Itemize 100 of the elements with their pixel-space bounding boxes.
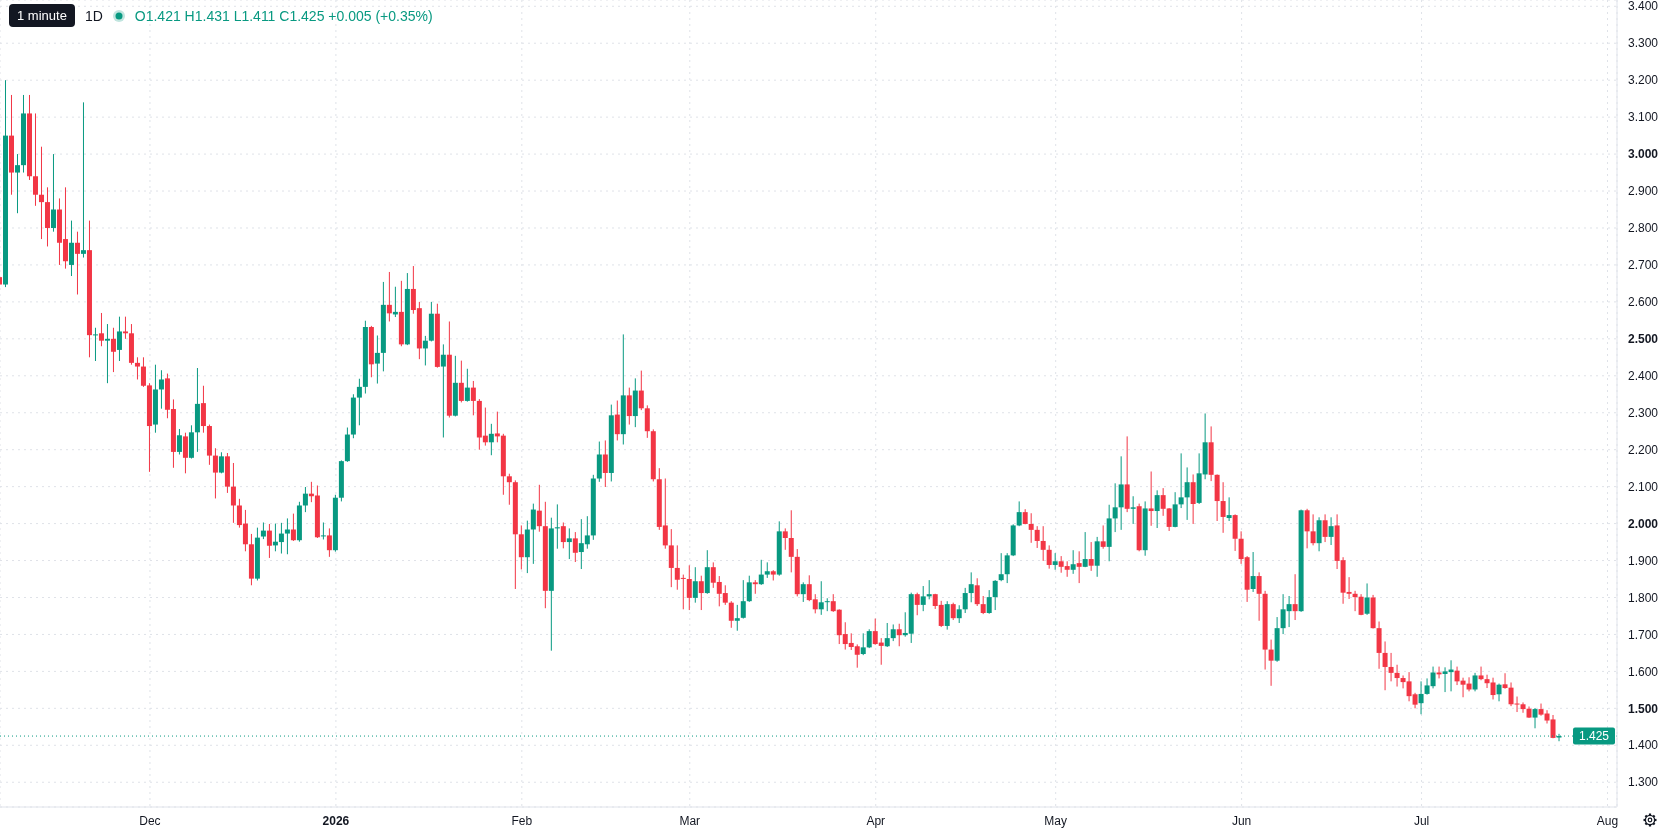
candlestick	[1178, 452, 1184, 509]
candlestick	[50, 153, 56, 233]
candlestick	[1112, 482, 1118, 533]
candlestick	[866, 628, 872, 649]
candlestick	[824, 597, 830, 612]
candlestick	[1004, 552, 1010, 584]
candlestick	[998, 552, 1004, 582]
candlestick	[374, 335, 380, 385]
candlestick	[464, 368, 470, 403]
candlestick	[284, 517, 290, 555]
candlestick	[536, 484, 542, 533]
candlestick	[1172, 491, 1178, 528]
candlestick	[818, 580, 824, 616]
candlestick	[992, 579, 998, 611]
candlestick	[980, 595, 986, 615]
candlestick	[1154, 489, 1160, 529]
candlestick	[626, 387, 632, 426]
x-tick-label: Jun	[1231, 813, 1252, 828]
candlestick	[518, 524, 524, 570]
candlestick	[572, 531, 578, 563]
candlestick	[458, 360, 464, 403]
candlestick	[944, 600, 950, 631]
candlestick	[962, 587, 968, 614]
candlestick	[80, 101, 86, 259]
candlestick	[692, 566, 698, 604]
x-tick-label: Feb	[511, 813, 533, 828]
candlestick	[1478, 666, 1484, 681]
x-tick-label: Apr	[866, 813, 886, 828]
candlestick	[506, 473, 512, 506]
candlestick	[638, 370, 644, 411]
x-tick-label: Dec	[139, 813, 161, 828]
candlestick	[176, 428, 182, 455]
candlestick	[1184, 466, 1190, 521]
candlestick	[698, 575, 704, 611]
candlestick	[98, 312, 104, 347]
candlestick	[110, 327, 116, 373]
candlestick	[182, 432, 188, 474]
y-tick-label: 2.900	[1628, 184, 1659, 199]
candlestick	[1394, 664, 1400, 688]
candlestick	[1226, 496, 1232, 522]
candlestick	[386, 271, 392, 322]
candlestick	[1304, 508, 1310, 549]
x-tick-label: May	[1044, 813, 1068, 828]
candlestick	[122, 316, 128, 340]
candlestick	[644, 404, 650, 439]
candlestick	[896, 623, 902, 647]
y-tick-label: 2.100	[1628, 479, 1659, 494]
candlestick	[15, 153, 20, 214]
candlestick	[560, 521, 566, 549]
x-tick-label: Aug	[1596, 813, 1619, 828]
candlestick	[1472, 672, 1478, 692]
y-tick-label: 2.600	[1628, 295, 1659, 310]
candlestick	[326, 527, 332, 558]
candlestick	[1028, 512, 1034, 544]
candlestick	[1322, 513, 1328, 543]
y-tick-label: 1.700	[1628, 627, 1659, 642]
candlestick	[728, 600, 734, 629]
candlestick	[926, 579, 932, 600]
candlestick	[602, 439, 608, 488]
candlestick	[488, 423, 494, 456]
candlestick	[968, 571, 974, 603]
candlestick	[566, 527, 572, 560]
candlestick	[1250, 551, 1256, 593]
candlestick	[1100, 524, 1106, 550]
candlestick	[668, 528, 674, 588]
candlestick	[1130, 495, 1136, 525]
candlestick	[1034, 525, 1040, 549]
candlestick	[422, 335, 428, 366]
candlestick	[74, 231, 80, 295]
candlestick	[1316, 516, 1322, 552]
y-tick-label: 3.300	[1628, 36, 1659, 51]
candlestick	[302, 486, 308, 513]
candlestick	[1232, 513, 1238, 552]
candlestick	[1508, 681, 1514, 707]
y-tick-label: 2.800	[1628, 221, 1659, 236]
candlestick	[884, 622, 890, 648]
y-tick-label: 1.600	[1628, 664, 1659, 679]
candlestick	[920, 585, 926, 612]
candlestick	[104, 323, 110, 384]
candlestick	[740, 579, 746, 620]
candlestick	[1310, 513, 1316, 546]
y-tick-label: 2.200	[1628, 442, 1659, 457]
y-tick-label: 2.700	[1628, 258, 1659, 273]
candlestick	[1088, 541, 1094, 572]
candlestick	[470, 380, 476, 416]
candlestick	[1070, 549, 1076, 575]
candlestick	[1418, 680, 1424, 715]
candlestick	[1076, 550, 1082, 584]
candlestick	[1220, 481, 1226, 534]
candlestick	[1328, 516, 1334, 546]
y-tick-label: 1.500	[1628, 701, 1659, 716]
y-tick-label: 1.400	[1628, 738, 1659, 753]
candlestick	[1532, 707, 1538, 729]
candlestick	[1256, 571, 1262, 622]
candlestick	[1040, 525, 1046, 562]
y-tick-label: 2.500	[1628, 332, 1659, 347]
candlestick	[788, 509, 794, 573]
candlestick	[614, 400, 620, 441]
candlestick	[1364, 582, 1370, 616]
candlestick	[860, 632, 866, 656]
